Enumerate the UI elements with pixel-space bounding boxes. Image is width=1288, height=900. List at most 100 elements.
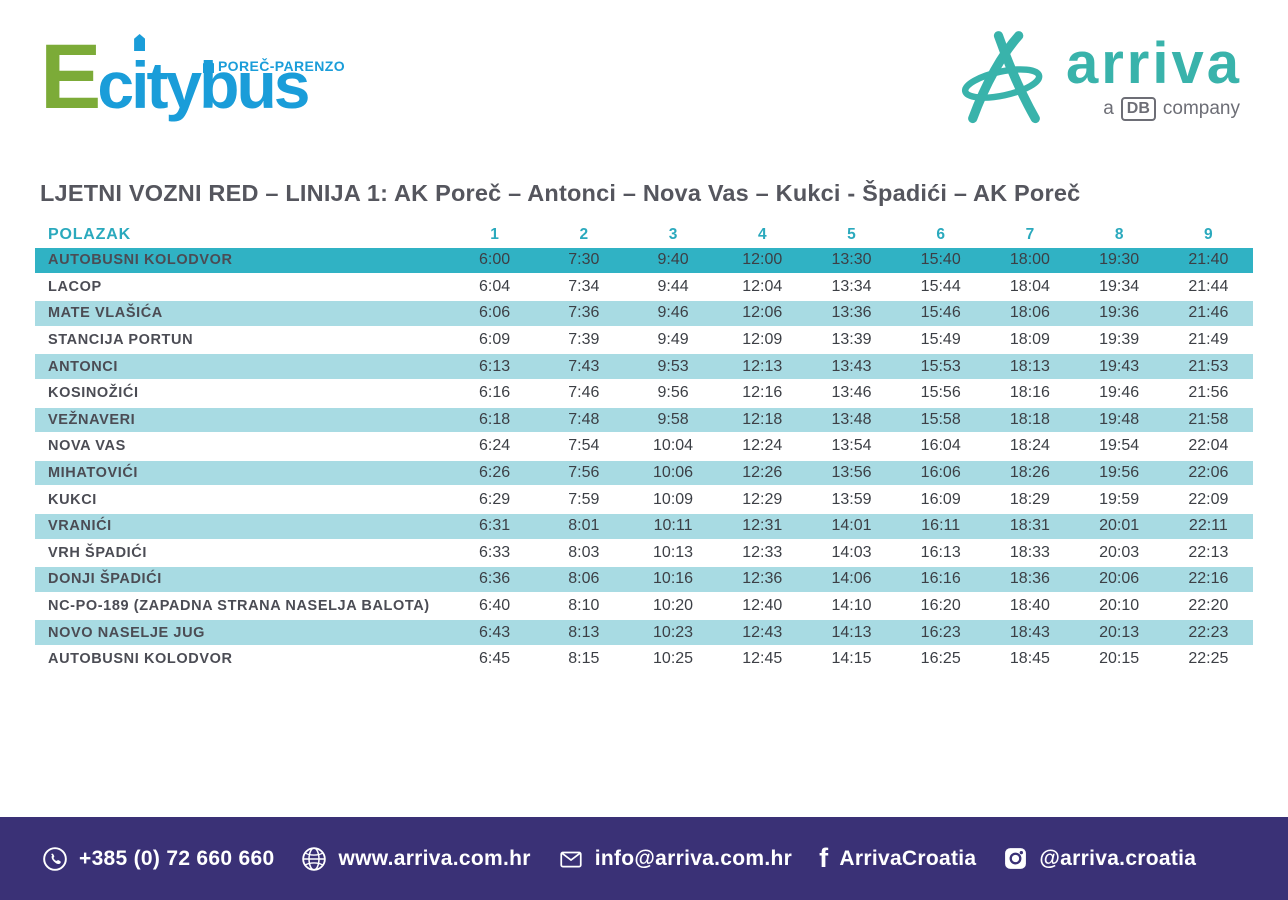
time-cell: 13:48	[831, 410, 872, 428]
time-cell: 21:56	[1188, 384, 1229, 402]
table-row: VRANIĆI 6:31 8:01 10:11 12:31 14:01 16:11 18:31…	[35, 513, 1253, 541]
time-cell: 18:16	[1009, 384, 1050, 402]
facebook-icon: f	[819, 843, 829, 873]
time-cell: 16:04	[920, 437, 961, 455]
table-row: AUTOBUSNI KOLODVOR 6:45 8:15 10:25 12:45 14:1…	[35, 646, 1253, 674]
stop-name: LACOP	[48, 278, 102, 295]
time-cell: 8:06	[568, 570, 600, 588]
time-cell: 18:33	[1009, 543, 1050, 561]
time-cell: 9:53	[657, 357, 689, 375]
time-cell: 6:13	[479, 357, 511, 375]
time-cell: 22:25	[1188, 650, 1229, 668]
time-cell: 10:25	[653, 650, 694, 668]
column-number-header: 4	[757, 225, 767, 243]
time-cell: 6:29	[479, 490, 511, 508]
time-cell: 10:11	[653, 517, 693, 535]
footer-phone: +385 (0) 72 660 660	[42, 846, 274, 872]
time-cell: 12:36	[742, 570, 783, 588]
time-cell: 22:06	[1188, 464, 1229, 482]
time-cell: 14:13	[831, 623, 872, 641]
time-cell: 20:13	[1099, 623, 1140, 641]
time-cell: 18:26	[1009, 464, 1050, 482]
time-cell: 14:10	[831, 597, 872, 615]
time-cell: 8:03	[568, 543, 600, 561]
time-cell: 19:30	[1099, 251, 1140, 269]
time-cell: 15:49	[920, 331, 961, 349]
stop-name: MIHATOVIĆI	[48, 465, 139, 482]
time-cell: 7:56	[568, 464, 600, 482]
time-cell: 18:31	[1009, 517, 1050, 535]
stop-name: VRH ŠPADIĆI	[48, 544, 147, 561]
time-cell: 9:56	[657, 384, 689, 402]
time-cell: 7:59	[568, 490, 600, 508]
table-row: MATE VLAŠIĆA 6:06 7:36 9:46 12:06 13:36 15:46 1…	[35, 301, 1253, 328]
polazak-header: POLAZAK	[48, 225, 131, 243]
time-cell: 12:06	[742, 304, 783, 322]
stop-name: NOVA VAS	[48, 438, 126, 455]
column-number-header: 3	[668, 225, 678, 243]
phone-icon	[42, 846, 68, 872]
time-cell: 12:00	[742, 251, 783, 269]
time-cell: 21:40	[1188, 251, 1229, 269]
time-cell: 21:53	[1188, 357, 1229, 375]
time-cell: 20:06	[1099, 570, 1140, 588]
time-cell: 22:16	[1188, 570, 1229, 588]
column-number-header: 1	[490, 225, 499, 243]
time-cell: 6:43	[479, 623, 511, 641]
table-row: NOVO NASELJE JUG 6:43 8:13 10:23 12:43 14:13 1…	[35, 620, 1253, 647]
time-cell: 22:13	[1188, 543, 1229, 561]
time-cell: 12:45	[742, 650, 783, 668]
timetable: POLAZAK 1 2 3 4 5 6 7 8 9 AUTOBUSNI KOLODVOR 6:00…	[35, 221, 1253, 674]
citybus-logo: Ec itybus POREČ-PARENZO	[40, 26, 345, 134]
time-cell: 14:01	[831, 517, 872, 535]
time-cell: 18:00	[1009, 251, 1050, 269]
time-cell: 7:36	[568, 304, 600, 322]
time-cell: 14:15	[831, 650, 872, 668]
time-cell: 21:46	[1188, 304, 1229, 322]
time-cell: 6:40	[479, 597, 511, 615]
time-cell: 10:13	[653, 543, 694, 561]
time-cell: 19:56	[1099, 464, 1140, 482]
time-cell: 9:46	[657, 304, 689, 322]
time-cell: 16:23	[920, 623, 961, 641]
citybus-logo-initial: E	[40, 26, 101, 128]
column-number-header: 5	[847, 225, 856, 243]
page-title: LJETNI VOZNI RED – LINIJA 1: AK Poreč – …	[40, 180, 1081, 206]
time-cell: 18:13	[1009, 357, 1050, 375]
time-cell: 19:54	[1099, 437, 1140, 455]
table-row: AUTOBUSNI KOLODVOR 6:00 7:30 9:40 12:00 13:30…	[35, 248, 1253, 275]
stop-name: KUKCI	[48, 491, 97, 508]
time-cell: 19:43	[1099, 357, 1140, 375]
footer-email: info@arriva.com.hr	[558, 846, 792, 872]
time-cell: 19:46	[1099, 384, 1140, 402]
citybus-region-label: POREČ-PARENZO	[202, 58, 345, 74]
column-number-header: 6	[936, 225, 946, 243]
small-tower-icon	[202, 59, 214, 73]
table-row: DONJI ŠPADIĆI 6:36 8:06 10:16 12:36 14:06 16:1…	[35, 567, 1253, 594]
time-cell: 13:34	[831, 277, 872, 295]
time-cell: 18:24	[1009, 437, 1050, 455]
time-cell: 7:46	[568, 384, 600, 402]
time-cell: 9:44	[657, 277, 689, 295]
time-cell: 18:45	[1009, 650, 1050, 668]
stop-name: ANTONCI	[48, 358, 118, 375]
stop-name: MATE VLAŠIĆA	[48, 305, 163, 322]
time-cell: 6:18	[479, 410, 511, 428]
stop-name: VRANIĆI	[48, 518, 112, 535]
time-cell: 18:36	[1009, 570, 1050, 588]
stop-name: STANCIJA PORTUN	[48, 332, 194, 349]
arriva-logo: arriva a DB company	[958, 30, 1242, 126]
time-cell: 21:44	[1188, 277, 1229, 295]
time-cell: 15:58	[920, 410, 961, 428]
time-cell: 16:13	[920, 543, 961, 561]
time-cell: 12:18	[742, 410, 783, 428]
time-cell: 19:39	[1099, 331, 1140, 349]
time-cell: 16:06	[920, 464, 961, 482]
time-cell: 7:34	[568, 277, 600, 295]
time-cell: 14:03	[831, 543, 872, 561]
time-cell: 22:11	[1188, 517, 1228, 535]
time-cell: 12:09	[742, 331, 783, 349]
stop-name: AUTOBUSNI KOLODVOR	[48, 651, 233, 668]
time-cell: 9:40	[657, 251, 689, 269]
time-cell: 10:20	[653, 597, 694, 615]
